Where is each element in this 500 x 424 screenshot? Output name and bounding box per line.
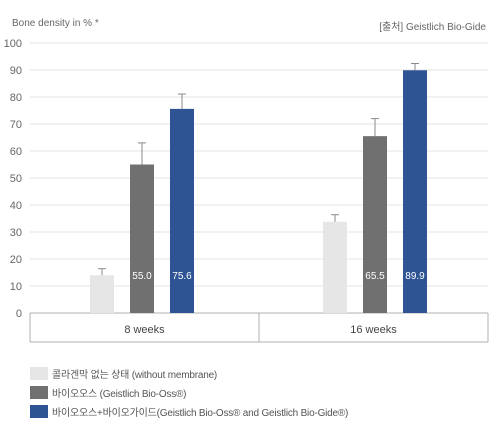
legend-swatch <box>30 366 48 380</box>
legend: 콜라겐막 없는 상태 (without membrane) 바이오오스 (Gei… <box>30 364 348 421</box>
y-tick-label: 90 <box>10 65 22 77</box>
y-tick-label: 40 <box>10 200 22 212</box>
y-tick-label: 10 <box>10 281 22 293</box>
y-tick-label: 0 <box>16 308 22 320</box>
source-note: [출처] Geistlich Bio-Gide <box>379 22 486 33</box>
y-axis-title: Bone density in % * <box>12 18 99 29</box>
legend-label: 바이오오스 (Geistlich Bio-Oss®) <box>52 388 187 400</box>
y-tick-label: 60 <box>10 146 22 158</box>
legend-swatch <box>30 385 48 399</box>
bar-chart: 0 10 20 30 40 50 60 70 80 90 100 55.0 75.6 8 weeks 65.… <box>4 38 489 343</box>
category-label: 16 weeks <box>350 324 397 336</box>
data-label: 55.0 <box>132 271 152 282</box>
bar <box>323 221 347 313</box>
bar <box>170 108 194 313</box>
legend-item-without-membrane: 콜라겐막 없는 상태 (without membrane) <box>30 364 348 382</box>
legend-item-bio-oss-bio-gide: 바이오오스+바이오가이드(Geistlich Bio-Oss® and Geis… <box>30 402 348 420</box>
y-tick-label: 70 <box>10 119 22 131</box>
legend-swatch <box>30 404 48 418</box>
category-label: 8 weeks <box>124 324 165 336</box>
y-tick-label: 100 <box>4 38 22 50</box>
bar <box>403 70 427 314</box>
data-label: 75.6 <box>172 271 192 282</box>
data-label: 89.9 <box>405 271 425 282</box>
legend-item-bio-oss: 바이오오스 (Geistlich Bio-Oss®) <box>30 383 348 401</box>
bar <box>90 275 114 313</box>
bar <box>130 164 154 313</box>
legend-label: 바이오오스+바이오가이드(Geistlich Bio-Oss® and Geis… <box>52 407 349 419</box>
y-tick-label: 20 <box>10 254 22 266</box>
bar <box>363 136 387 313</box>
legend-label: 콜라겐막 없는 상태 (without membrane) <box>52 369 218 381</box>
y-tick-label: 80 <box>10 92 22 104</box>
data-label: 65.5 <box>365 271 385 282</box>
y-tick-label: 50 <box>10 173 22 185</box>
y-tick-label: 30 <box>10 227 22 239</box>
